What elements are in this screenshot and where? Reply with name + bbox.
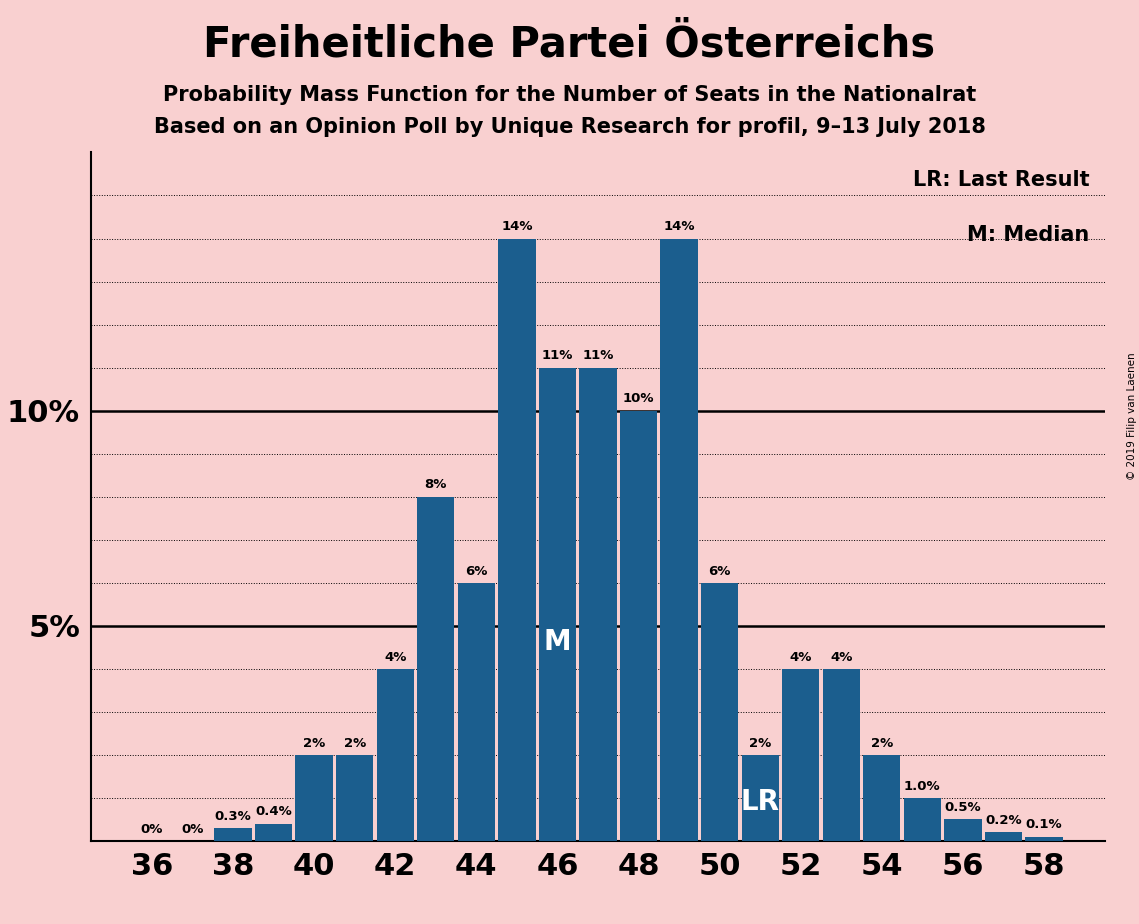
Text: Freiheitliche Partei Österreichs: Freiheitliche Partei Österreichs — [204, 23, 935, 65]
Bar — [336, 755, 374, 841]
Bar — [985, 833, 1022, 841]
Text: LR: Last Result: LR: Last Result — [913, 170, 1090, 189]
Text: M: M — [543, 628, 572, 656]
Text: 11%: 11% — [582, 349, 614, 362]
Bar — [903, 797, 941, 841]
Bar — [255, 823, 293, 841]
Bar — [700, 583, 738, 841]
Bar — [661, 238, 698, 841]
Bar — [539, 368, 576, 841]
Bar — [1025, 836, 1063, 841]
Text: 4%: 4% — [830, 650, 852, 663]
Bar — [458, 583, 495, 841]
Text: 14%: 14% — [501, 220, 533, 234]
Text: 0%: 0% — [181, 822, 204, 835]
Text: 1.0%: 1.0% — [904, 780, 941, 793]
Text: 4%: 4% — [384, 650, 407, 663]
Text: 8%: 8% — [425, 479, 446, 492]
Text: 2%: 2% — [870, 736, 893, 749]
Bar — [580, 368, 616, 841]
Bar — [782, 669, 819, 841]
Text: M: Median: M: Median — [967, 225, 1090, 245]
Text: 2%: 2% — [749, 736, 771, 749]
Text: 0.5%: 0.5% — [944, 801, 981, 814]
Bar — [741, 755, 779, 841]
Bar — [822, 669, 860, 841]
Bar — [214, 828, 252, 841]
Text: 0.4%: 0.4% — [255, 806, 292, 819]
Text: 6%: 6% — [465, 565, 487, 578]
Text: 2%: 2% — [303, 736, 326, 749]
Bar — [944, 820, 982, 841]
Text: © 2019 Filip van Laenen: © 2019 Filip van Laenen — [1126, 352, 1137, 480]
Text: 6%: 6% — [708, 565, 731, 578]
Bar — [417, 497, 454, 841]
Text: Probability Mass Function for the Number of Seats in the Nationalrat: Probability Mass Function for the Number… — [163, 85, 976, 105]
Bar — [295, 755, 333, 841]
Bar — [377, 669, 413, 841]
Text: 14%: 14% — [663, 220, 695, 234]
Text: 4%: 4% — [789, 650, 812, 663]
Text: 0.2%: 0.2% — [985, 814, 1022, 827]
Bar — [620, 410, 657, 841]
Bar — [863, 755, 901, 841]
Text: LR: LR — [740, 788, 780, 816]
Text: 0.3%: 0.3% — [214, 809, 252, 822]
Bar — [498, 238, 535, 841]
Text: 10%: 10% — [623, 393, 654, 406]
Text: 11%: 11% — [542, 349, 573, 362]
Text: 0.1%: 0.1% — [1026, 819, 1063, 832]
Text: Based on an Opinion Poll by Unique Research for profil, 9–13 July 2018: Based on an Opinion Poll by Unique Resea… — [154, 117, 985, 138]
Text: 2%: 2% — [344, 736, 366, 749]
Text: 0%: 0% — [141, 822, 163, 835]
